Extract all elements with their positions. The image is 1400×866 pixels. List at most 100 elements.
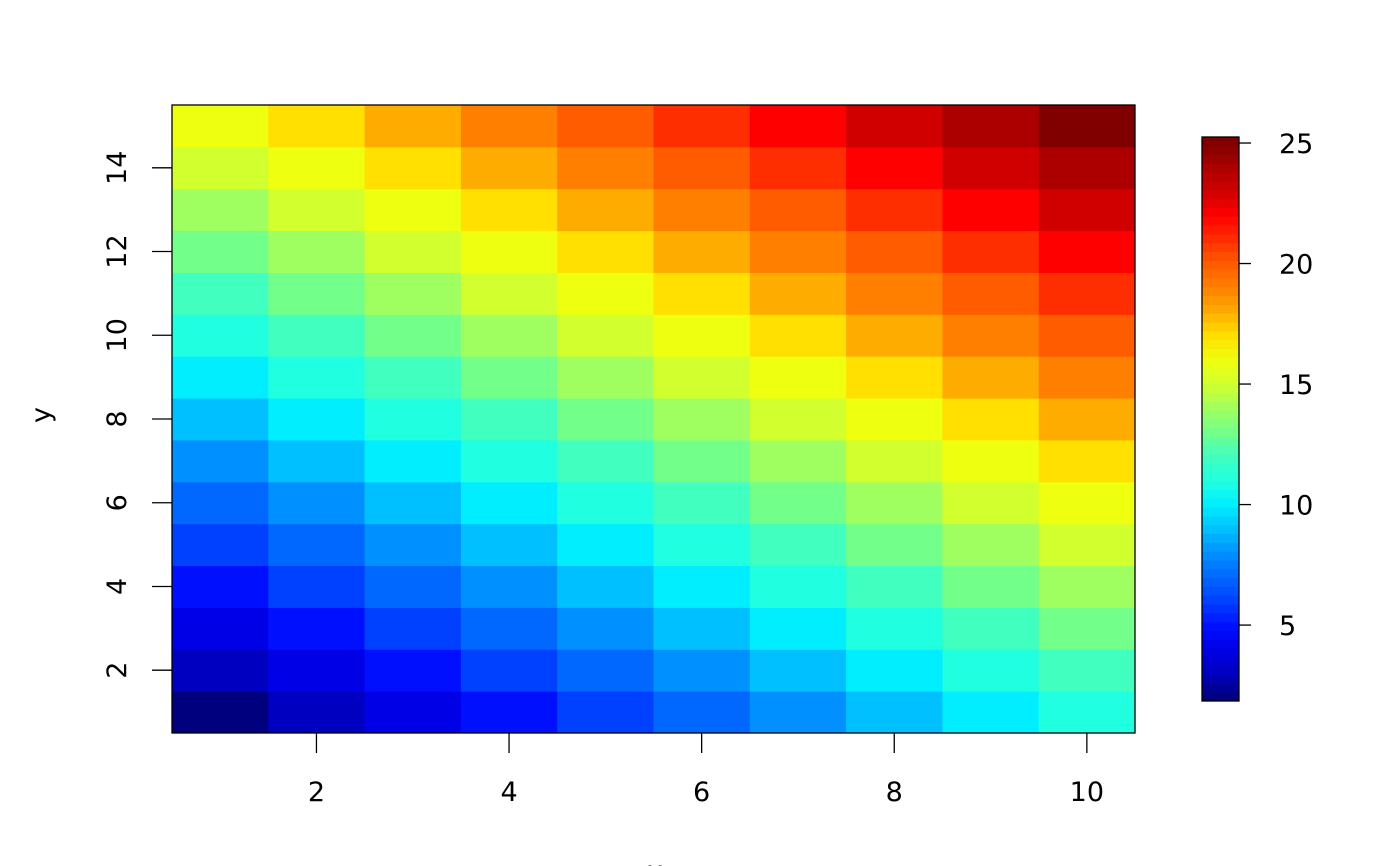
colorbar-segment (1202, 207, 1239, 217)
heatmap-cell (749, 188, 847, 232)
heatmap-cell (942, 146, 1040, 190)
colorbar-tick-label: 20 (1279, 250, 1313, 281)
colorbar-segment (1202, 515, 1239, 526)
colorbar-segment (1202, 383, 1239, 394)
heatmap-cell (364, 188, 462, 232)
heatmap-cell (846, 105, 943, 148)
heatmap-cell (268, 565, 366, 608)
heatmap-cell (557, 146, 654, 190)
colorbar-tick-label: 15 (1279, 370, 1313, 401)
heatmap-cell (749, 439, 847, 483)
heatmap-cell (846, 523, 943, 567)
heatmap-cell (172, 565, 269, 608)
heatmap-cell (653, 523, 751, 567)
colorbar-segment (1202, 374, 1239, 385)
heatmap-cell (557, 607, 654, 650)
heatmap-cell (846, 230, 943, 273)
heatmap-cell (1038, 481, 1136, 525)
x-axis-label: x (647, 856, 663, 866)
heatmap-cell (364, 230, 462, 273)
heatmap-cell (749, 565, 847, 608)
colorbar-segment (1202, 683, 1239, 693)
heatmap-cell (268, 523, 366, 567)
heatmap-cell (942, 230, 1040, 273)
colorbar-segment (1202, 630, 1239, 640)
colorbar-segment (1202, 471, 1239, 482)
colorbar-segment (1202, 568, 1239, 579)
colorbar-tick-label: 25 (1279, 129, 1313, 160)
heatmap-cell (557, 523, 654, 567)
heatmap-cell (172, 272, 269, 315)
colorbar-segment (1202, 225, 1239, 235)
colorbar-segment (1202, 189, 1239, 200)
colorbar-frame (1201, 136, 1240, 702)
heatmap-cell (749, 146, 847, 190)
heatmap-cell (846, 272, 943, 315)
colorbar-segment (1202, 648, 1239, 658)
heatmap-cell (557, 356, 654, 399)
y-tick-label: 4 (102, 578, 133, 595)
heatmap-cell (653, 272, 751, 315)
colorbar-segment (1202, 330, 1239, 341)
heatmap-cell (749, 314, 847, 357)
heatmap-cell (460, 691, 558, 734)
colorbar-segment (1202, 427, 1239, 438)
y-tick-label: 10 (102, 318, 133, 352)
heatmap-cell (653, 481, 751, 525)
colorbar-segment (1202, 251, 1239, 261)
heatmap-cell (557, 314, 654, 357)
y-tick-label: 14 (102, 151, 133, 185)
heatmap-cell (942, 272, 1040, 315)
colorbar-segment (1202, 480, 1239, 490)
x-axis: 2 4 6 8 10 (308, 733, 1104, 808)
x-tick-label: 2 (308, 777, 325, 808)
colorbar-segment (1202, 269, 1239, 279)
x-tick-label: 8 (886, 777, 903, 808)
heatmap-cell (1038, 523, 1136, 567)
heatmap-cell (749, 649, 847, 692)
heatmap-cell (557, 565, 654, 608)
heatmap-cell (1038, 188, 1136, 232)
heatmap-cell (653, 230, 751, 273)
heatmap-cell (846, 607, 943, 650)
heatmap-cell (557, 230, 654, 273)
heatmap-cell (172, 105, 269, 148)
colorbar-segment (1202, 445, 1239, 455)
heatmap-cell (749, 272, 847, 315)
heatmap-cell (653, 314, 751, 357)
heatmap-cell (1038, 314, 1136, 357)
heatmap-cell (557, 691, 654, 734)
heatmap-cell (460, 607, 558, 650)
colorbar-segment (1202, 586, 1239, 596)
heatmap-cell (172, 314, 269, 357)
heatmap-cell (557, 105, 654, 148)
heatmap-cell (460, 649, 558, 692)
colorbar-tick-label: 10 (1279, 491, 1313, 522)
heatmap-cell (653, 649, 751, 692)
heatmap-cell (364, 105, 462, 148)
heatmap-cell (460, 398, 558, 441)
heatmap-cell (557, 398, 654, 441)
heatmap-cell (942, 649, 1040, 692)
colorbar-segment (1202, 551, 1239, 561)
heatmap-cell (172, 649, 269, 692)
colorbar-segment (1202, 401, 1239, 411)
heatmap-cell (364, 691, 462, 734)
heatmap-cell (172, 356, 269, 399)
heatmap-cell (1038, 230, 1136, 273)
heatmap-cell (172, 188, 269, 232)
y-tick-label: 8 (102, 410, 133, 427)
heatmap-cell (460, 481, 558, 525)
heatmap-cell (268, 146, 366, 190)
heatmap-cell (268, 356, 366, 399)
heatmap-cell (460, 439, 558, 483)
heatmap-cell (557, 272, 654, 315)
heatmap-cell (1038, 398, 1136, 441)
colorbar-segment (1202, 577, 1239, 587)
heatmap-cell (268, 188, 366, 232)
heatmap-cell (460, 565, 558, 608)
heatmap-cell (268, 230, 366, 273)
colorbar-segment (1202, 524, 1239, 535)
heatmap-cell (1038, 105, 1136, 148)
